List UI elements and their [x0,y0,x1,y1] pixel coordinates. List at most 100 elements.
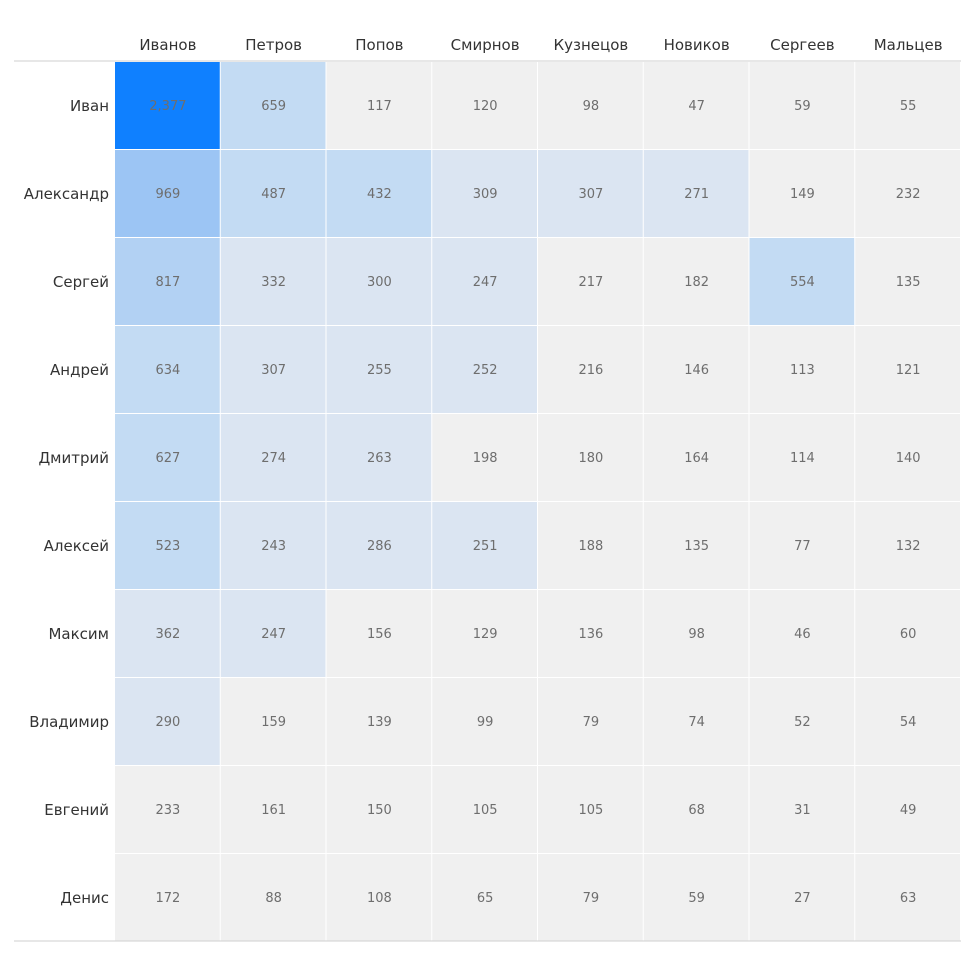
heatmap-cell [855,678,960,765]
column-label: Мальцев [874,36,943,54]
heatmap-cell [115,150,220,237]
heatmap-cell [643,502,749,589]
heatmap-cell [220,150,326,237]
row-label: Владимир [29,713,109,731]
heatmap-cell [538,854,643,941]
column-labels: Иванов Петров Попов Смирнов Кузнецов Новиков С… [139,36,942,54]
heatmap-cell [749,678,855,765]
heatmap-cell [643,766,749,853]
cell-value-label: 252 [473,363,498,378]
heatmap-cell [326,766,432,853]
cell-value-label: 627 [155,451,180,466]
cell-value-label: 290 [155,715,180,730]
cell-value-label: 135 [896,275,921,290]
row-label: Алексей [44,537,109,555]
cell-value-label: 188 [578,539,603,554]
heatmap-cell [749,62,855,149]
cell-value-label: 113 [790,363,815,378]
cell-value-label: 49 [900,803,917,818]
cell-value-label: 247 [473,275,498,290]
cell-value-label: 216 [578,363,603,378]
cell-value-label: 300 [367,275,392,290]
cell-value-label: 554 [790,275,815,290]
row-label: Дмитрий [38,449,109,467]
cell-value-label: 135 [684,539,709,554]
cell-value-label: 31 [794,803,811,818]
heatmap-cell [432,502,537,589]
heatmap-cell [220,678,326,765]
cell-value-label: 55 [900,99,917,114]
cell-value-label: 136 [578,627,603,642]
cell-value-label: 307 [261,363,286,378]
cell-value-label: 432 [367,187,392,202]
cell-value-label: 161 [261,803,286,818]
heatmap-cell [855,62,960,149]
heatmap-cell [432,766,537,853]
heatmap-cell [220,238,326,325]
cell-value-label: 108 [367,891,392,906]
heatmap-cell [643,238,749,325]
column-label: Сергеев [770,36,834,54]
heatmap-cell [749,326,855,413]
cell-value-label: 98 [688,627,705,642]
heatmap-cell [538,150,643,237]
heatmap-cell [326,326,432,413]
cell-value-label: 88 [265,891,282,906]
heatmap-cell [538,502,643,589]
heatmap-cell [432,238,537,325]
cell-value-label: 198 [473,451,498,466]
heatmap-cell [115,678,220,765]
cell-value-label: 263 [367,451,392,466]
cell-value-label: 182 [684,275,709,290]
cell-value-label: 255 [367,363,392,378]
heatmap-cell [643,678,749,765]
heatmap-cell [432,590,537,677]
cell-value-label: 98 [583,99,600,114]
cell-value-label: 487 [261,187,286,202]
heatmap-cell [115,590,220,677]
cell-value-label: 180 [578,451,603,466]
cell-value-label: 63 [900,891,917,906]
heatmap-cell [538,238,643,325]
heatmap-cell [326,502,432,589]
row-label: Денис [60,889,109,907]
cell-value-label: 68 [688,803,705,818]
cell-value-label: 150 [367,803,392,818]
heatmap-cell [855,502,960,589]
heatmap-cell [326,854,432,941]
cell-value-label: 59 [688,891,705,906]
cell-value-label: 146 [684,363,709,378]
cell-value-label: 117 [367,99,392,114]
heatmap-cell [432,326,537,413]
heatmap-cell [538,62,643,149]
heatmap-cell [749,238,855,325]
cell-value-label: 817 [155,275,180,290]
cell-value-label: 54 [900,715,917,730]
heatmap-cell [538,590,643,677]
heatmap-cell [432,150,537,237]
cell-value-label: 27 [794,891,811,906]
cell-value-label: 2,377 [149,99,186,114]
cell-value-label: 233 [155,803,180,818]
cell-value-label: 217 [578,275,603,290]
cell-value-label: 139 [367,715,392,730]
cell-value-label: 307 [578,187,603,202]
cell-value-label: 47 [688,99,705,114]
cell-value-label: 243 [261,539,286,554]
heatmap-cell [326,62,432,149]
heatmap-cell [749,150,855,237]
heatmap-cell [115,238,220,325]
heatmap-cell [538,326,643,413]
cell-value-label: 121 [896,363,921,378]
heatmap-cell [643,150,749,237]
heatmap-cell [220,502,326,589]
column-label: Петров [245,36,302,54]
heatmap-cell [115,62,220,149]
cell-value-label: 286 [367,539,392,554]
cell-value-label: 247 [261,627,286,642]
heatmap-cell [326,150,432,237]
column-label: Попов [355,36,403,54]
heatmap-cell [538,766,643,853]
cell-value-label: 120 [473,99,498,114]
row-label: Евгений [44,801,109,819]
